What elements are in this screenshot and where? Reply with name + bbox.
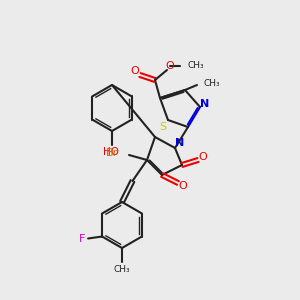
Text: O: O — [199, 152, 207, 162]
Text: N: N — [200, 99, 210, 109]
Text: N: N — [176, 138, 184, 148]
Text: Br: Br — [106, 148, 118, 158]
Text: CH₃: CH₃ — [204, 80, 220, 88]
Text: S: S — [159, 122, 167, 132]
Text: F: F — [79, 235, 85, 244]
Text: O: O — [178, 181, 188, 191]
Text: HO: HO — [103, 147, 119, 157]
Text: O: O — [166, 61, 174, 71]
Text: O: O — [130, 66, 140, 76]
Text: CH₃: CH₃ — [114, 265, 130, 274]
Text: CH₃: CH₃ — [188, 61, 205, 70]
